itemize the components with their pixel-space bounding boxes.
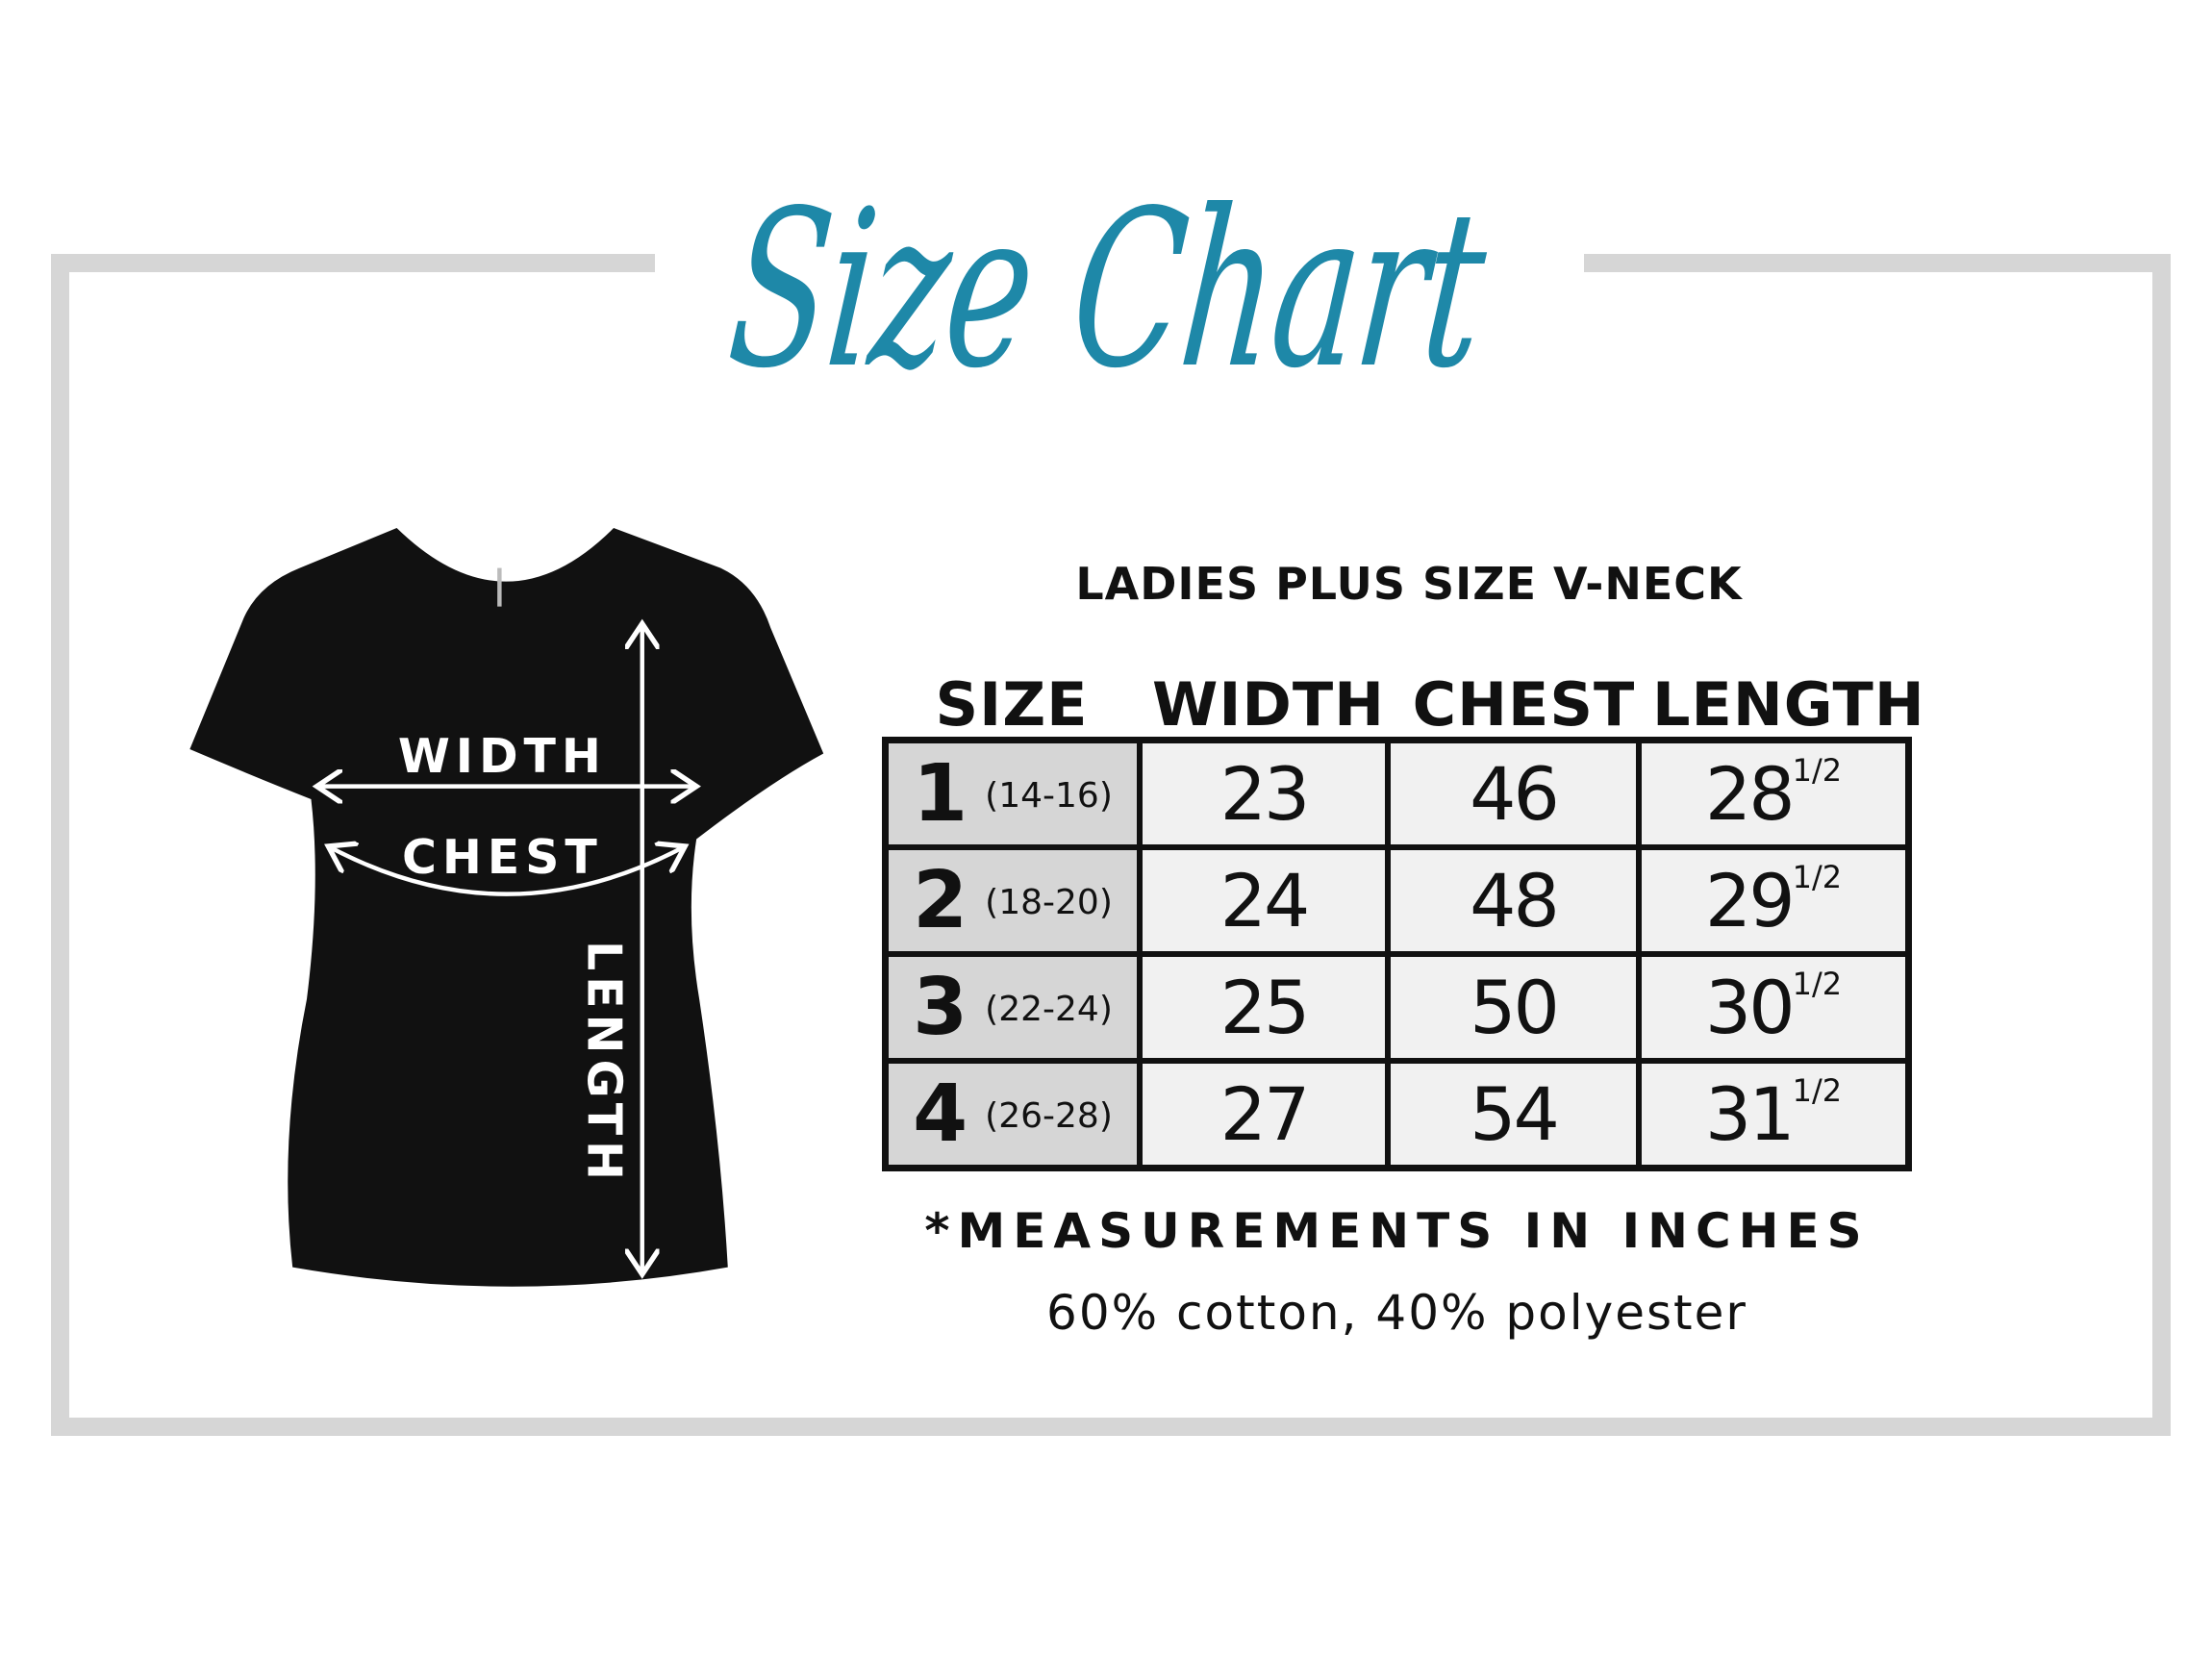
width-label: WIDTH	[398, 729, 607, 784]
length-value: 29	[1704, 858, 1796, 943]
length-cell: 301/2	[1636, 951, 1912, 1064]
chest-cell: 46	[1385, 737, 1642, 850]
size-cell: 4 (26-28)	[882, 1058, 1143, 1171]
size-number: 4	[913, 1068, 968, 1160]
length-value: 31	[1704, 1071, 1796, 1157]
length-cell: 311/2	[1636, 1058, 1912, 1171]
length-fraction: 1/2	[1792, 966, 1843, 1002]
length-cell: 291/2	[1636, 844, 1912, 957]
width-cell: 25	[1137, 951, 1391, 1064]
size-cell: 2 (18-20)	[882, 844, 1143, 957]
size-cell: 3 (22-24)	[882, 951, 1143, 1064]
table-row: 1 (14-16) 23 46 281/2	[882, 737, 1912, 850]
width-cell: 27	[1137, 1058, 1391, 1171]
fabric-composition: 60% cotton, 40% polyester	[1046, 1285, 1747, 1341]
table-headers: SIZE WIDTH CHEST LENGTH	[882, 669, 1925, 740]
tshirt-shape	[189, 528, 824, 1287]
length-label: LENGTH	[576, 941, 631, 1186]
chest-cell: 54	[1385, 1058, 1642, 1171]
length-fraction: 1/2	[1792, 1072, 1843, 1109]
size-number: 2	[913, 855, 968, 946]
chest-cell: 48	[1385, 844, 1642, 957]
size-number: 3	[913, 962, 968, 1053]
size-table: 1 (14-16) 23 46 281/2 2 (18-20) 24 48 291/2 3 (22-2…	[882, 737, 1912, 1171]
length-fraction: 1/2	[1792, 859, 1843, 895]
length-cell: 281/2	[1636, 737, 1912, 850]
frame-gap	[655, 248, 1584, 279]
chest-cell: 50	[1385, 951, 1642, 1064]
product-title: LADIES PLUS SIZE V-NECK	[1075, 558, 1743, 610]
size-cell: 1 (14-16)	[882, 737, 1143, 850]
size-range: (26-28)	[985, 1096, 1113, 1136]
length-fraction: 1/2	[1792, 752, 1843, 789]
chest-label: CHEST	[402, 830, 603, 885]
measurement-note: *MEASUREMENTS IN INCHES	[924, 1203, 1870, 1259]
width-cell: 23	[1137, 737, 1391, 850]
header-width: WIDTH	[1151, 669, 1386, 740]
size-number: 1	[913, 748, 968, 840]
width-cell: 24	[1137, 844, 1391, 957]
header-size: SIZE	[935, 669, 1089, 740]
size-range: (22-24)	[985, 990, 1113, 1029]
header-chest: CHEST	[1412, 669, 1636, 740]
size-range: (14-16)	[985, 776, 1113, 816]
table-row: 2 (18-20) 24 48 291/2	[882, 844, 1912, 957]
length-value: 30	[1704, 965, 1796, 1050]
length-value: 28	[1704, 751, 1796, 837]
size-range: (18-20)	[985, 883, 1113, 922]
header-length: LENGTH	[1652, 669, 1925, 740]
table-row: 3 (22-24) 25 50 301/2	[882, 951, 1912, 1064]
table-row: 4 (26-28) 27 54 311/2	[882, 1058, 1912, 1171]
frame-border	[51, 254, 2171, 1436]
